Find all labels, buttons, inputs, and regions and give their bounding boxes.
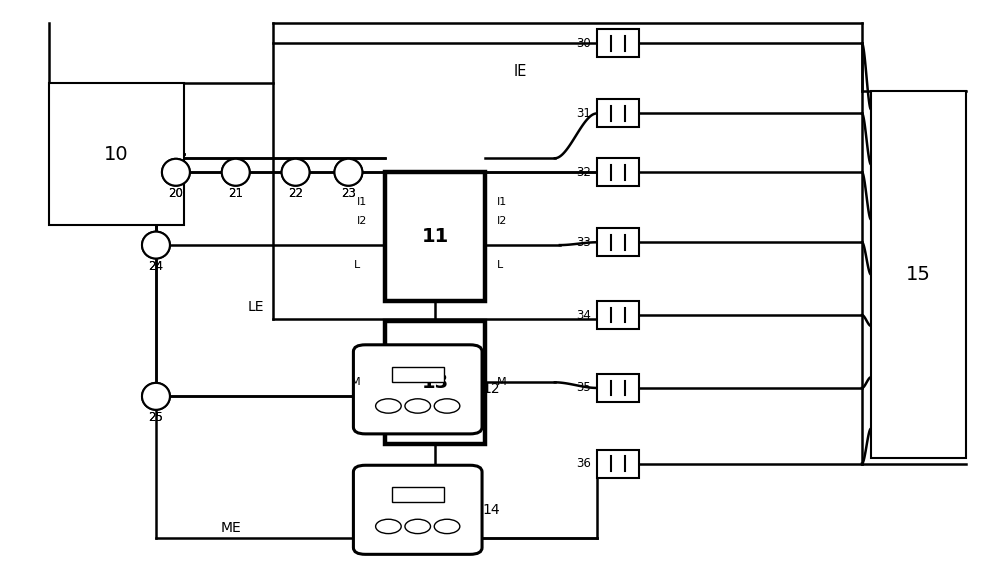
Text: M: M [497, 377, 507, 387]
Bar [392, 367, 444, 382]
Ellipse shape [162, 159, 190, 186]
FancyBboxPatch shape [353, 345, 482, 434]
Ellipse shape [334, 159, 362, 186]
Ellipse shape [142, 231, 170, 258]
Bar [49, 83, 184, 225]
Ellipse shape [282, 159, 310, 186]
Text: I2: I2 [357, 216, 367, 226]
Bar [597, 228, 639, 256]
Circle shape [434, 519, 460, 534]
Text: 23: 23 [341, 187, 356, 200]
Text: 22: 22 [288, 187, 303, 200]
Text: 12: 12 [482, 382, 500, 396]
Ellipse shape [142, 383, 170, 410]
Text: 14: 14 [482, 503, 500, 517]
Text: L: L [354, 260, 360, 270]
Text: 35: 35 [576, 382, 591, 395]
Text: IE: IE [513, 64, 527, 79]
Text: 31: 31 [576, 107, 591, 120]
Ellipse shape [222, 159, 250, 186]
Text: 22: 22 [288, 187, 303, 200]
Bar [597, 450, 639, 477]
Bar [597, 158, 639, 186]
Bar [597, 100, 639, 127]
Text: 20: 20 [168, 187, 183, 200]
Text: 15: 15 [906, 265, 931, 284]
Circle shape [434, 399, 460, 413]
Circle shape [376, 399, 401, 413]
Text: ME: ME [220, 521, 241, 535]
Circle shape [405, 399, 431, 413]
Bar [385, 172, 485, 301]
Text: I1: I1 [357, 197, 367, 207]
Text: 32: 32 [576, 166, 591, 179]
Bar [385, 321, 485, 444]
Circle shape [405, 519, 431, 534]
Text: 20: 20 [168, 187, 183, 200]
Ellipse shape [282, 159, 310, 186]
FancyBboxPatch shape [353, 465, 482, 555]
Text: 36: 36 [576, 457, 591, 470]
Text: 21: 21 [228, 187, 243, 200]
Bar [597, 301, 639, 329]
Text: 24: 24 [148, 260, 163, 273]
Text: I2: I2 [497, 216, 507, 226]
Text: M: M [351, 377, 360, 387]
Circle shape [376, 519, 401, 534]
Text: 11: 11 [422, 227, 449, 246]
Ellipse shape [162, 159, 190, 186]
Text: 34: 34 [576, 309, 591, 321]
Text: 21: 21 [228, 187, 243, 200]
Text: L: L [497, 260, 503, 270]
Text: I1: I1 [497, 197, 507, 207]
Bar [392, 487, 444, 502]
Bar [871, 91, 966, 458]
Ellipse shape [222, 159, 250, 186]
Text: 24: 24 [148, 260, 163, 273]
Text: 25: 25 [149, 411, 163, 424]
Text: 33: 33 [576, 236, 591, 249]
Ellipse shape [142, 231, 170, 258]
Text: 23: 23 [341, 187, 356, 200]
Text: 25: 25 [149, 411, 163, 424]
Ellipse shape [334, 159, 362, 186]
Bar [597, 29, 639, 57]
Text: 13: 13 [422, 373, 449, 392]
Bar [597, 374, 639, 402]
Text: 30: 30 [576, 37, 591, 50]
Text: LE: LE [247, 300, 264, 314]
Ellipse shape [142, 383, 170, 410]
Text: 10: 10 [104, 145, 129, 163]
